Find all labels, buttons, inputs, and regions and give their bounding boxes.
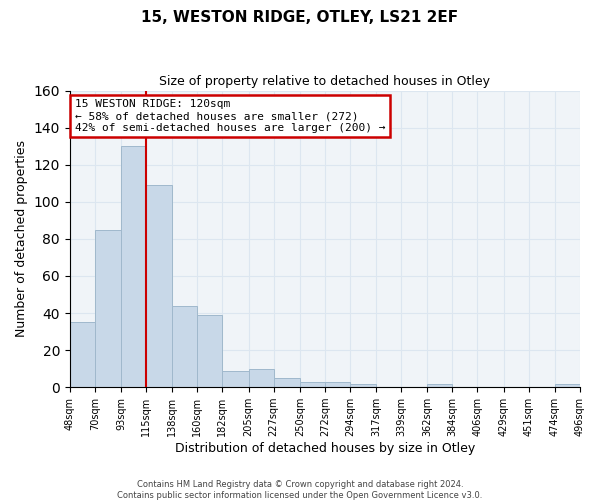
Bar xyxy=(197,315,223,387)
Bar xyxy=(300,382,325,387)
Bar xyxy=(70,322,95,387)
Bar xyxy=(555,384,580,387)
Text: 15, WESTON RIDGE, OTLEY, LS21 2EF: 15, WESTON RIDGE, OTLEY, LS21 2EF xyxy=(142,10,458,25)
Title: Size of property relative to detached houses in Otley: Size of property relative to detached ho… xyxy=(160,75,490,88)
Bar xyxy=(95,230,121,387)
Text: 15 WESTON RIDGE: 120sqm
← 58% of detached houses are smaller (272)
42% of semi-d: 15 WESTON RIDGE: 120sqm ← 58% of detache… xyxy=(75,100,385,132)
Text: Contains HM Land Registry data © Crown copyright and database right 2024.
Contai: Contains HM Land Registry data © Crown c… xyxy=(118,480,482,500)
Y-axis label: Number of detached properties: Number of detached properties xyxy=(15,140,28,338)
Bar xyxy=(427,384,452,387)
Bar xyxy=(146,185,172,387)
Bar xyxy=(172,306,197,387)
Bar xyxy=(350,384,376,387)
Bar xyxy=(248,368,274,387)
Bar xyxy=(274,378,300,387)
Bar xyxy=(223,370,248,387)
X-axis label: Distribution of detached houses by size in Otley: Distribution of detached houses by size … xyxy=(175,442,475,455)
Bar xyxy=(121,146,146,387)
Bar xyxy=(325,382,350,387)
